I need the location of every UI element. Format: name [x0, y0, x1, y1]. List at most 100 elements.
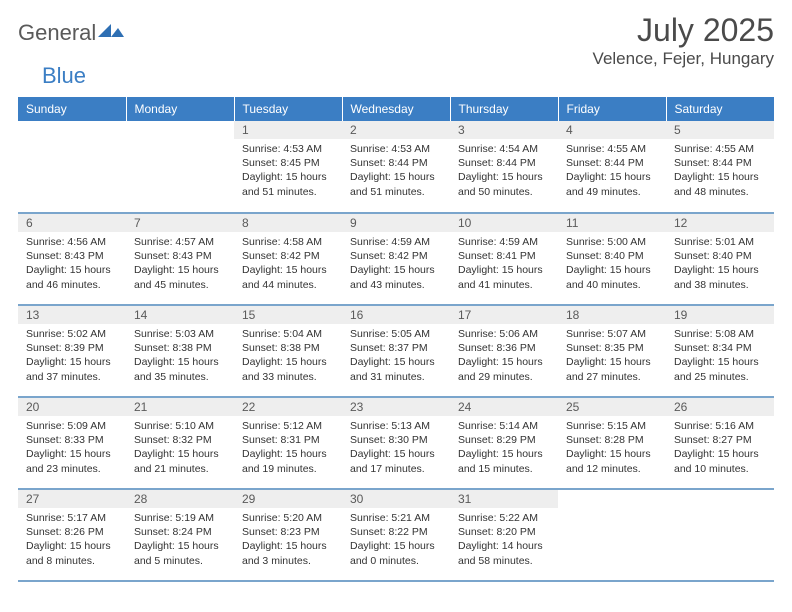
calendar-table: Sunday Monday Tuesday Wednesday Thursday…	[18, 97, 774, 582]
day-number: 28	[126, 490, 234, 508]
day-number: 6	[18, 214, 126, 232]
day-details: Sunrise: 5:07 AMSunset: 8:35 PMDaylight:…	[558, 324, 666, 388]
detail-line: and 45 minutes.	[134, 278, 226, 292]
detail-line: Daylight: 15 hours	[134, 355, 226, 369]
detail-line: Sunrise: 5:21 AM	[350, 511, 442, 525]
detail-line: Sunrise: 5:09 AM	[26, 419, 118, 433]
day-number: 27	[18, 490, 126, 508]
day-number: 13	[18, 306, 126, 324]
detail-line: and 41 minutes.	[458, 278, 550, 292]
day-details: Sunrise: 4:59 AMSunset: 8:41 PMDaylight:…	[450, 232, 558, 296]
detail-line: Sunset: 8:43 PM	[134, 249, 226, 263]
calendar-row: 6Sunrise: 4:56 AMSunset: 8:43 PMDaylight…	[18, 213, 774, 305]
day-details: Sunrise: 5:09 AMSunset: 8:33 PMDaylight:…	[18, 416, 126, 480]
detail-line: Daylight: 15 hours	[458, 263, 550, 277]
detail-line: Daylight: 15 hours	[350, 355, 442, 369]
detail-line: Daylight: 15 hours	[350, 263, 442, 277]
calendar-cell: 24Sunrise: 5:14 AMSunset: 8:29 PMDayligh…	[450, 397, 558, 489]
calendar-cell: 23Sunrise: 5:13 AMSunset: 8:30 PMDayligh…	[342, 397, 450, 489]
detail-line: and 31 minutes.	[350, 370, 442, 384]
day-number: 22	[234, 398, 342, 416]
detail-line: Daylight: 15 hours	[458, 170, 550, 184]
day-details: Sunrise: 5:06 AMSunset: 8:36 PMDaylight:…	[450, 324, 558, 388]
day-details: Sunrise: 4:58 AMSunset: 8:42 PMDaylight:…	[234, 232, 342, 296]
detail-line: and 44 minutes.	[242, 278, 334, 292]
detail-line: Sunset: 8:43 PM	[26, 249, 118, 263]
calendar-cell: 18Sunrise: 5:07 AMSunset: 8:35 PMDayligh…	[558, 305, 666, 397]
day-number: 5	[666, 121, 774, 139]
calendar-cell-empty	[558, 489, 666, 581]
day-details: Sunrise: 5:10 AMSunset: 8:32 PMDaylight:…	[126, 416, 234, 480]
day-details: Sunrise: 4:57 AMSunset: 8:43 PMDaylight:…	[126, 232, 234, 296]
detail-line: Daylight: 15 hours	[134, 539, 226, 553]
detail-line: and 48 minutes.	[674, 185, 766, 199]
calendar-row: 20Sunrise: 5:09 AMSunset: 8:33 PMDayligh…	[18, 397, 774, 489]
detail-line: and 49 minutes.	[566, 185, 658, 199]
detail-line: Sunset: 8:35 PM	[566, 341, 658, 355]
detail-line: and 15 minutes.	[458, 462, 550, 476]
day-details: Sunrise: 5:22 AMSunset: 8:20 PMDaylight:…	[450, 508, 558, 572]
day-details: Sunrise: 5:12 AMSunset: 8:31 PMDaylight:…	[234, 416, 342, 480]
day-details: Sunrise: 4:54 AMSunset: 8:44 PMDaylight:…	[450, 139, 558, 203]
detail-line: Sunrise: 5:15 AM	[566, 419, 658, 433]
day-details: Sunrise: 5:16 AMSunset: 8:27 PMDaylight:…	[666, 416, 774, 480]
detail-line: Sunset: 8:40 PM	[566, 249, 658, 263]
brand-logo: General	[18, 12, 126, 46]
day-number: 24	[450, 398, 558, 416]
weekday-header: Tuesday	[234, 97, 342, 121]
day-number: 9	[342, 214, 450, 232]
detail-line: and 3 minutes.	[242, 554, 334, 568]
day-number: 15	[234, 306, 342, 324]
detail-line: Sunrise: 4:54 AM	[458, 142, 550, 156]
detail-line: Daylight: 15 hours	[674, 447, 766, 461]
calendar-cell: 27Sunrise: 5:17 AMSunset: 8:26 PMDayligh…	[18, 489, 126, 581]
detail-line: Sunset: 8:20 PM	[458, 525, 550, 539]
day-details: Sunrise: 5:17 AMSunset: 8:26 PMDaylight:…	[18, 508, 126, 572]
detail-line: Sunset: 8:30 PM	[350, 433, 442, 447]
day-details: Sunrise: 5:02 AMSunset: 8:39 PMDaylight:…	[18, 324, 126, 388]
calendar-cell: 22Sunrise: 5:12 AMSunset: 8:31 PMDayligh…	[234, 397, 342, 489]
detail-line: Sunrise: 5:05 AM	[350, 327, 442, 341]
day-details: Sunrise: 4:56 AMSunset: 8:43 PMDaylight:…	[18, 232, 126, 296]
day-number: 26	[666, 398, 774, 416]
day-number: 31	[450, 490, 558, 508]
detail-line: Sunrise: 5:20 AM	[242, 511, 334, 525]
calendar-cell-empty	[18, 121, 126, 213]
detail-line: Sunrise: 5:17 AM	[26, 511, 118, 525]
detail-line: Sunset: 8:26 PM	[26, 525, 118, 539]
detail-line: and 50 minutes.	[458, 185, 550, 199]
detail-line: Daylight: 15 hours	[458, 447, 550, 461]
calendar-cell: 25Sunrise: 5:15 AMSunset: 8:28 PMDayligh…	[558, 397, 666, 489]
detail-line: Daylight: 15 hours	[674, 170, 766, 184]
brand-name-a: General	[18, 20, 96, 46]
brand-name-b: Blue	[42, 63, 86, 89]
flag-icon	[98, 21, 124, 46]
day-details: Sunrise: 5:00 AMSunset: 8:40 PMDaylight:…	[558, 232, 666, 296]
calendar-cell: 21Sunrise: 5:10 AMSunset: 8:32 PMDayligh…	[126, 397, 234, 489]
detail-line: Daylight: 15 hours	[26, 539, 118, 553]
detail-line: and 21 minutes.	[134, 462, 226, 476]
detail-line: and 29 minutes.	[458, 370, 550, 384]
calendar-cell: 15Sunrise: 5:04 AMSunset: 8:38 PMDayligh…	[234, 305, 342, 397]
weekday-header-row: Sunday Monday Tuesday Wednesday Thursday…	[18, 97, 774, 121]
calendar-row: 1Sunrise: 4:53 AMSunset: 8:45 PMDaylight…	[18, 121, 774, 213]
day-number: 3	[450, 121, 558, 139]
detail-line: and 27 minutes.	[566, 370, 658, 384]
detail-line: Sunset: 8:29 PM	[458, 433, 550, 447]
detail-line: Sunset: 8:44 PM	[458, 156, 550, 170]
detail-line: Sunrise: 5:06 AM	[458, 327, 550, 341]
detail-line: Sunset: 8:31 PM	[242, 433, 334, 447]
title-block: July 2025 Velence, Fejer, Hungary	[593, 12, 774, 69]
day-details: Sunrise: 4:59 AMSunset: 8:42 PMDaylight:…	[342, 232, 450, 296]
detail-line: Daylight: 15 hours	[674, 355, 766, 369]
detail-line: Sunset: 8:38 PM	[134, 341, 226, 355]
detail-line: and 46 minutes.	[26, 278, 118, 292]
detail-line: Sunrise: 5:02 AM	[26, 327, 118, 341]
detail-line: Sunrise: 4:55 AM	[674, 142, 766, 156]
day-number: 1	[234, 121, 342, 139]
day-details: Sunrise: 5:13 AMSunset: 8:30 PMDaylight:…	[342, 416, 450, 480]
detail-line: Sunset: 8:24 PM	[134, 525, 226, 539]
detail-line: Sunrise: 5:13 AM	[350, 419, 442, 433]
detail-line: Sunrise: 5:01 AM	[674, 235, 766, 249]
month-title: July 2025	[593, 12, 774, 49]
